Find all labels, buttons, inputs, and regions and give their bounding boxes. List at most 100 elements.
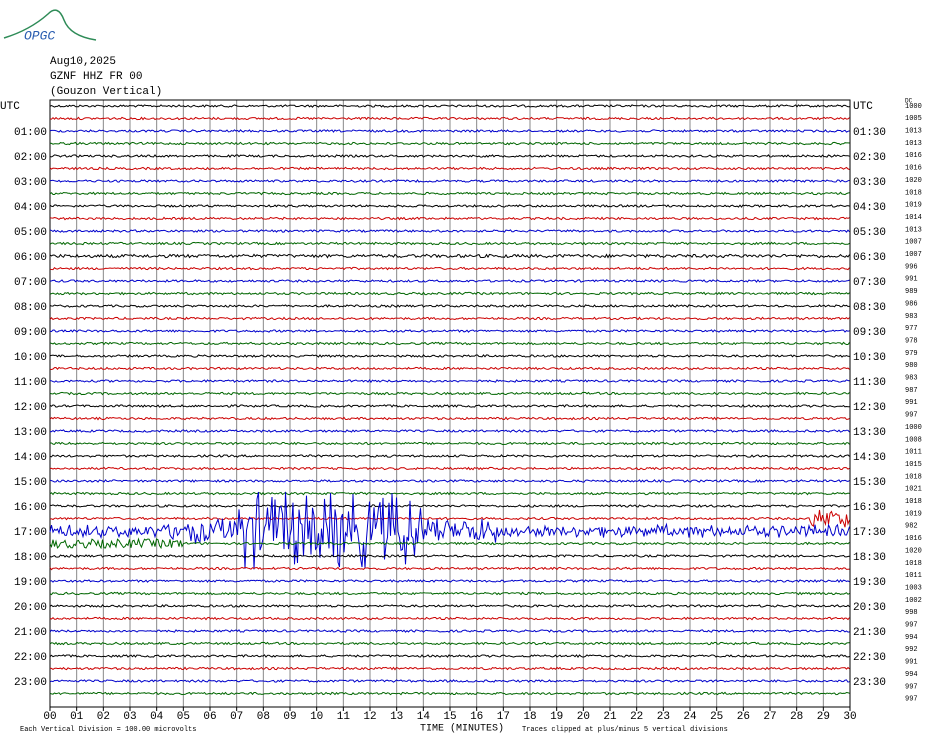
dc-value: 1003 [905,584,922,592]
left-time-label: 20:00 [14,602,47,614]
scale-note: Each Vertical Division = 100.00 microvol… [20,726,196,734]
x-tick-label: 25 [710,711,723,723]
right-time-label: 16:30 [853,502,886,514]
trace [49,379,850,383]
left-time-label: 06:00 [14,252,47,264]
dc-value: 1002 [905,597,922,605]
left-time-label: 11:00 [14,377,47,389]
right-time-label: 13:30 [853,427,886,439]
dc-value: 1013 [905,128,922,136]
x-tick-label: 13 [390,711,403,723]
x-tick-label: 06 [203,711,216,723]
x-tick-label: 16 [470,711,483,723]
dc-value: 991 [905,276,918,284]
dc-value: 1013 [905,226,922,234]
left-time-label: 15:00 [14,477,47,489]
right-time-label: 15:30 [853,477,886,489]
right-time-label: UTC [853,101,873,113]
dc-value: 994 [905,671,918,679]
dc-value: 997 [905,412,918,420]
x-axis-title: TIME (MINUTES) [420,723,504,735]
dc-value: 983 [905,313,918,321]
left-time-label: 09:00 [14,327,47,339]
right-time-label: 14:30 [853,452,886,464]
trace [49,253,850,259]
trace [49,291,850,296]
x-tick-label: 23 [657,711,670,723]
right-time-label: 20:30 [853,602,886,614]
x-tick-label: 03 [123,711,136,723]
date: Aug10,2025 [50,56,116,68]
x-tick-label: 04 [150,711,164,723]
left-time-label: 04:00 [14,202,47,214]
dc-value: 1007 [905,239,922,247]
trace [49,629,850,633]
left-time-label: 22:00 [14,652,47,664]
right-time-label: 19:30 [853,577,886,589]
x-tick-label: 30 [843,711,856,723]
x-tick-label: 10 [310,711,323,723]
left-time-label: 14:00 [14,452,47,464]
left-time-label: 17:00 [14,527,47,539]
trace [49,329,850,333]
left-time-label: 05:00 [14,227,47,239]
left-time-label: 08:00 [14,302,47,314]
dc-value: 977 [905,325,918,333]
dc-value: 997 [905,696,918,704]
left-time-label: 02:00 [14,152,47,164]
left-time-label: 10:00 [14,352,47,364]
trace [49,216,850,221]
right-time-label: 18:30 [853,552,886,564]
trace [49,466,850,471]
left-time-label: 07:00 [14,277,47,289]
left-time-label: 01:00 [14,127,47,139]
dc-value: 1000 [905,424,922,432]
trace [49,229,850,233]
logo: OPGC [24,28,55,43]
trace [49,129,850,133]
right-time-label: 21:30 [853,627,886,639]
location: (Gouzon Vertical) [50,86,162,98]
trace [49,279,850,283]
dc-value: 978 [905,337,918,345]
left-time-label: 19:00 [14,577,47,589]
trace [49,266,850,271]
dc-value: 1005 [905,115,922,123]
dc-value: 982 [905,523,918,531]
x-tick-label: 01 [70,711,84,723]
right-time-label: 02:30 [853,152,886,164]
dc-value: 1007 [905,251,922,259]
trace [49,566,850,571]
dc-value: 986 [905,300,918,308]
x-tick-label: 27 [763,711,776,723]
trace [49,509,850,528]
x-tick-label: 09 [283,711,296,723]
x-tick-label: 15 [443,711,456,723]
trace [50,441,850,446]
dc-value: 992 [905,646,918,654]
trace [49,404,850,408]
dc-value: 980 [905,362,918,370]
trace [49,429,850,433]
dc-value: 997 [905,622,918,630]
right-time-label: 09:30 [853,327,886,339]
dc-value: 1011 [905,572,922,580]
right-time-label: 01:30 [853,127,886,139]
trace [49,504,850,508]
trace [49,341,850,346]
dc-value: 997 [905,683,918,691]
trace [49,179,850,183]
trace [49,366,850,371]
x-tick-label: 20 [577,711,590,723]
trace [49,316,850,321]
trace [49,641,850,646]
trace [49,354,850,358]
x-tick-label: 12 [363,711,376,723]
dc-value: 1015 [905,461,922,469]
trace [49,191,850,196]
trace [49,204,850,208]
left-time-label: 18:00 [14,552,47,564]
x-tick-label: 21 [603,711,617,723]
right-time-label: 06:30 [853,252,886,264]
